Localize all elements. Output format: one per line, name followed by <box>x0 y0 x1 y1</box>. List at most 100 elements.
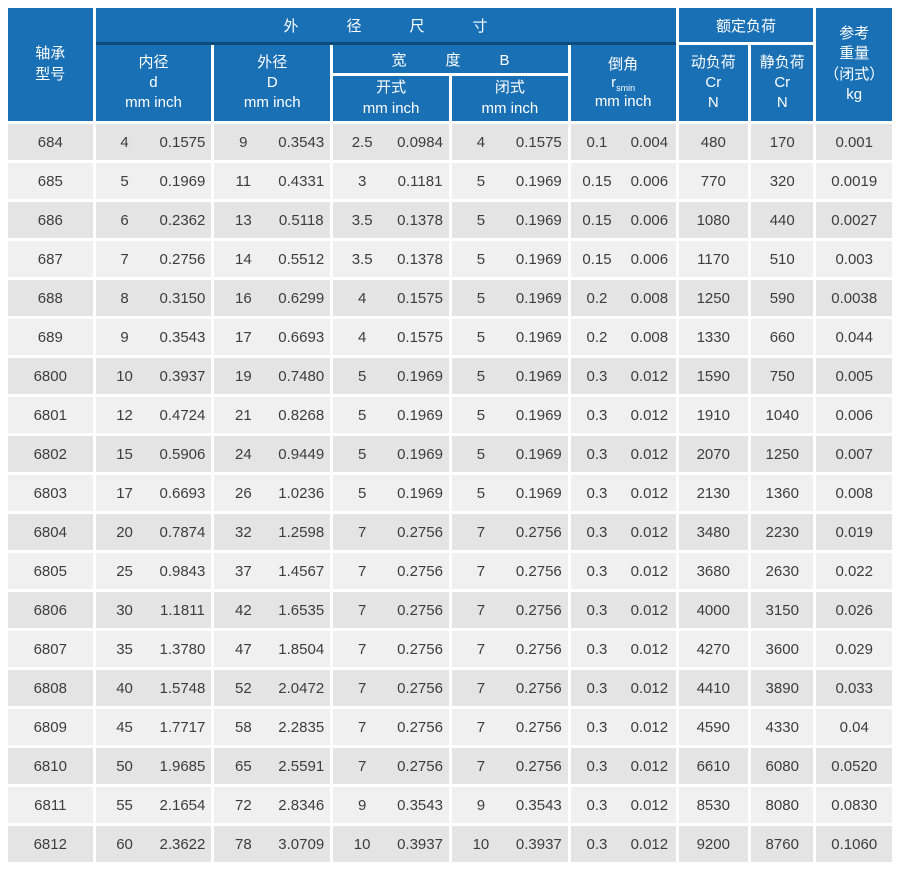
cell-width-closed-inch: 0.1575 <box>515 133 562 151</box>
cell-width-closed-inch: 0.2756 <box>515 601 562 619</box>
cell-outer-pair: 65 2.5591 <box>214 758 330 775</box>
cell-static-load: 2230 <box>751 514 814 550</box>
cell-width-open: 2.5 0.0984 <box>333 124 449 160</box>
cell-chamfer-inch: 0.012 <box>630 562 669 580</box>
cell-outer-inch: 0.7480 <box>278 367 325 385</box>
cell-width-closed-mm: 5 <box>476 367 486 385</box>
cell-chamfer: 0.3 0.012 <box>570 631 676 667</box>
cell-bore-pair: 35 1.3780 <box>96 641 212 658</box>
cell-chamfer-pair: 0.3 0.012 <box>571 641 676 658</box>
cell-width-open-inch: 0.3543 <box>397 796 443 814</box>
cell-static-load-value: 6080 <box>765 757 799 775</box>
cell-width-open: 3 0.1181 <box>333 163 449 199</box>
cell-width-open-inch: 0.1575 <box>397 289 443 307</box>
cell-outer-inch: 0.3543 <box>278 133 325 151</box>
cell-width-closed: 7 0.2756 <box>451 592 568 628</box>
cell-static-load-value: 590 <box>769 289 795 307</box>
cell-dynamic-load-value: 1250 <box>696 289 730 307</box>
cell-width-open: 7 0.2756 <box>333 670 449 706</box>
cell-width-closed: 9 0.3543 <box>451 787 568 823</box>
cell-weight: 0.0830 <box>816 787 892 823</box>
cell-chamfer-mm: 0.2 <box>586 328 608 346</box>
cell-weight: 0.026 <box>816 592 892 628</box>
cell-outer-pair: 13 0.5118 <box>214 212 330 229</box>
cell-static-load-value: 8760 <box>765 835 799 853</box>
cell-width-closed-mm: 7 <box>476 601 486 619</box>
cell-dynamic-load-value: 6610 <box>696 757 730 775</box>
header-reference-weight-label: 参考 重量 （闭式） kg <box>824 25 885 103</box>
cell-outer-inch: 1.6535 <box>278 601 325 619</box>
cell-width-closed-mm: 5 <box>476 289 486 307</box>
cell-weight-value: 0.029 <box>835 640 873 658</box>
cell-width-open: 7 0.2756 <box>333 553 449 589</box>
cell-width-closed-pair: 5 0.1969 <box>452 446 568 463</box>
cell-static-load-value: 2630 <box>765 562 799 580</box>
cell-bore-inch: 1.7717 <box>159 718 206 736</box>
cell-outer-inch: 1.4567 <box>278 562 325 580</box>
table-header: 轴承 型号 外径尺寸 额定负荷 参考 重量 （闭式） kg 内径 d mm in… <box>8 8 892 121</box>
cell-chamfer-inch: 0.012 <box>630 835 669 853</box>
cell-outer: 37 1.4567 <box>214 553 331 589</box>
cell-width-closed-pair: 7 0.2756 <box>452 680 568 697</box>
cell-weight: 0.044 <box>816 319 892 355</box>
cell-bore-pair: 30 1.1811 <box>96 602 212 619</box>
cell-bore-mm: 40 <box>116 679 133 697</box>
cell-width-open-mm: 5 <box>357 406 367 424</box>
cell-outer-inch: 2.5591 <box>278 757 325 775</box>
cell-width-open-pair: 3 0.1181 <box>333 173 449 190</box>
cell-model: 6802 <box>8 436 93 472</box>
cell-width-open-mm: 10 <box>353 835 371 853</box>
cell-chamfer-inch: 0.012 <box>630 757 669 775</box>
cell-outer-mm: 52 <box>234 679 252 697</box>
cell-width-open-inch: 0.1378 <box>397 211 443 229</box>
cell-width-closed-pair: 7 0.2756 <box>452 602 568 619</box>
table-row: 6810 50 1.9685 65 2.5591 7 0.2756 7 0.2756 0.3 0.0… <box>8 748 892 784</box>
cell-outer-inch: 0.4331 <box>278 172 325 190</box>
cell-outer-inch: 0.6693 <box>278 328 325 346</box>
cell-bore-mm: 4 <box>120 133 129 151</box>
cell-chamfer: 0.15 0.006 <box>570 163 676 199</box>
cell-static-load: 4330 <box>751 709 814 745</box>
cell-outer-mm: 11 <box>235 172 252 190</box>
cell-bore-mm: 20 <box>116 523 133 541</box>
cell-outer: 65 2.5591 <box>214 748 331 784</box>
cell-bore-inch: 0.1969 <box>159 172 206 190</box>
cell-model-value: 6806 <box>33 601 67 619</box>
cell-width-closed-mm: 5 <box>476 211 486 229</box>
cell-dynamic-load-value: 770 <box>700 172 726 190</box>
cell-model: 6803 <box>8 475 93 511</box>
cell-width-open: 7 0.2756 <box>333 631 449 667</box>
cell-chamfer: 0.2 0.008 <box>570 319 676 355</box>
cell-static-load: 2630 <box>751 553 814 589</box>
cell-chamfer: 0.3 0.012 <box>570 397 676 433</box>
cell-bore-inch: 1.5748 <box>159 679 206 697</box>
cell-dynamic-load: 770 <box>678 163 749 199</box>
cell-chamfer-inch: 0.012 <box>630 679 669 697</box>
cell-width-closed-mm: 7 <box>476 718 486 736</box>
cell-width-open: 4 0.1575 <box>333 280 449 316</box>
cell-outer-pair: 9 0.3543 <box>214 134 330 151</box>
cell-chamfer: 0.3 0.012 <box>570 358 676 394</box>
cell-static-load: 320 <box>751 163 814 199</box>
cell-dynamic-load: 1250 <box>678 280 749 316</box>
cell-bore-inch: 0.7874 <box>159 523 206 541</box>
cell-outer: 16 0.6299 <box>214 280 331 316</box>
cell-bore-inch: 0.4724 <box>159 406 206 424</box>
cell-weight: 0.0027 <box>816 202 892 238</box>
cell-chamfer-mm: 0.3 <box>586 367 608 385</box>
cell-width-closed-pair: 7 0.2756 <box>452 524 568 541</box>
cell-static-load-value: 1040 <box>765 406 799 424</box>
cell-width-closed-inch: 0.1969 <box>515 445 562 463</box>
cell-width-closed-mm: 5 <box>476 445 486 463</box>
cell-chamfer-mm: 0.15 <box>582 211 612 229</box>
cell-weight: 0.006 <box>816 397 892 433</box>
cell-width-closed-mm: 7 <box>476 679 486 697</box>
cell-model-value: 6800 <box>33 367 67 385</box>
cell-bore: 60 2.3622 <box>95 826 212 862</box>
cell-bore-inch: 1.3780 <box>159 640 206 658</box>
cell-bore-inch: 1.1811 <box>160 601 205 619</box>
cell-width-open-inch: 0.1181 <box>397 172 443 190</box>
cell-width-open: 5 0.1969 <box>333 358 449 394</box>
cell-model: 6809 <box>8 709 93 745</box>
cell-chamfer-pair: 0.1 0.004 <box>571 134 676 151</box>
